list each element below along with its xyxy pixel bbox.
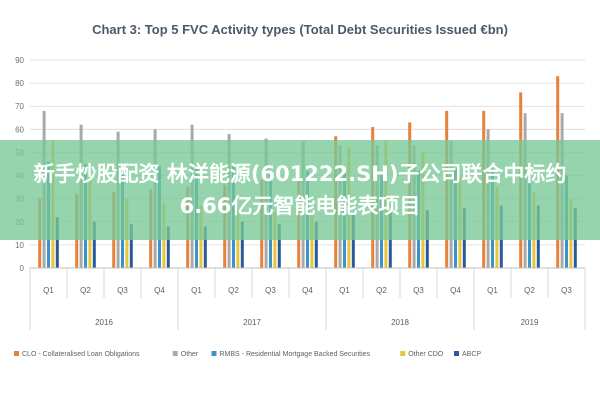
x-category-label: Q2 (80, 286, 91, 295)
x-year-label: 2017 (243, 318, 261, 327)
bar-series4-cat1 (92, 221, 96, 268)
legend-swatch-1 (172, 351, 178, 356)
bar-series4-cat7 (314, 221, 318, 268)
legend-swatch-4 (454, 351, 459, 356)
legend-label-2: RMBS - Residential Mortgage Backed Secur… (220, 351, 371, 358)
bar-series4-cat6 (277, 224, 281, 268)
legend-swatch-0 (14, 351, 19, 356)
bar-series3-cat6 (273, 212, 277, 268)
x-category-label: Q1 (43, 286, 54, 295)
bar-series4-cat5 (240, 221, 244, 268)
bar-series4-cat3 (166, 226, 170, 268)
x-axis: Q1 Q2 Q3 Q4 Q1 Q2 Q3 Q4 Q1 Q2 Q3 Q4 Q1 Q2 Q3 2016 2017 20… (29, 267, 586, 330)
x-category-label: Q1 (487, 286, 498, 295)
x-category-label: Q2 (228, 286, 239, 295)
y-tick-label: 90 (15, 56, 24, 65)
y-tick-label: 10 (15, 241, 24, 250)
bar-series3-cat7 (310, 214, 314, 268)
x-year-label: 2016 (95, 318, 113, 327)
y-tick-label: 70 (15, 102, 24, 111)
legend-label-3: Other CDO (408, 351, 444, 358)
legend-label-4: ABCP (462, 351, 481, 358)
y-tick-label: 0 (20, 264, 25, 273)
bar-series4-cat0 (55, 217, 59, 268)
x-year-label: 2019 (521, 318, 539, 327)
y-tick-label: 80 (15, 79, 24, 88)
banner-headline[interactable]: 新手炒股配资 林洋能源(601222.SH)子公司联合中标约6.66亿元智能电能… (33, 162, 567, 218)
x-category-label: Q4 (302, 286, 313, 295)
news-banner[interactable]: 新手炒股配资 林洋能源(601222.SH)子公司联合中标约6.66亿元智能电能… (0, 140, 600, 240)
legend-label-0: CLO - Collateralised Loan Obligations (22, 351, 140, 358)
legend-label-1: Other (181, 351, 199, 358)
x-category-label: Q4 (154, 286, 165, 295)
legend-swatch-3 (400, 351, 406, 356)
x-category-label: Q1 (339, 286, 350, 295)
legend-swatch-2 (211, 351, 217, 356)
x-category-label: Q4 (450, 286, 461, 295)
bar-series4-cat4 (203, 226, 207, 268)
x-category-label: Q2 (524, 286, 535, 295)
x-category-label: Q2 (376, 286, 387, 295)
legend: CLO - Collateralised Loan Obligations Oth… (14, 351, 481, 358)
bar-series4-cat9 (388, 212, 392, 268)
x-category-label: Q3 (413, 286, 424, 295)
y-tick-label: 60 (15, 125, 24, 134)
x-category-label: Q3 (265, 286, 276, 295)
bar-series4-cat2 (129, 224, 133, 268)
x-year-label: 2018 (391, 318, 409, 327)
x-category-label: Q3 (561, 286, 572, 295)
chart-title: Chart 3: Top 5 FVC Activity types (Total… (92, 22, 508, 37)
x-category-label: Q3 (117, 286, 128, 295)
x-category-label: Q1 (191, 286, 202, 295)
bar-series4-cat8 (351, 214, 355, 268)
